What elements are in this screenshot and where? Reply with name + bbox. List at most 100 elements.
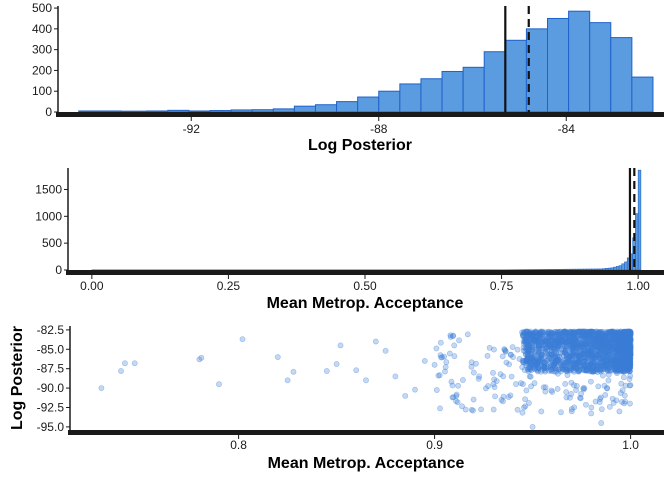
scatter-point <box>616 408 623 415</box>
scatter-point <box>569 329 576 336</box>
scatter-point <box>538 335 545 342</box>
scatter-point <box>572 361 579 368</box>
scatter-point <box>550 354 557 361</box>
scatter-point <box>564 372 571 378</box>
scatter-point <box>531 336 538 343</box>
scatter-point <box>536 345 542 352</box>
scatter-point <box>621 362 628 369</box>
scatter-point <box>545 330 552 337</box>
scatter-point <box>573 329 579 336</box>
scatter-point <box>563 394 570 401</box>
scatter-point <box>588 363 595 369</box>
scatter-point <box>609 331 616 338</box>
scatter-point <box>601 342 608 348</box>
scatter-point <box>599 333 606 340</box>
scatter-point <box>609 331 616 337</box>
scatter-point <box>627 357 633 364</box>
scatter-point <box>618 367 625 374</box>
scatter-point <box>622 328 629 335</box>
scatter-point <box>549 351 556 358</box>
scatter-point <box>574 350 581 357</box>
scatter-point <box>607 329 614 335</box>
scatter-point <box>619 338 626 345</box>
x-axis-line <box>56 112 664 117</box>
scatter-point <box>610 353 617 360</box>
scatter-point <box>625 333 632 340</box>
scatter-point <box>537 339 543 345</box>
scatter-point <box>551 344 558 351</box>
scatter-point <box>382 347 389 354</box>
scatter-point <box>548 349 555 356</box>
scatter-point <box>585 328 592 335</box>
scatter-point <box>608 328 615 335</box>
scatter-point <box>552 341 559 348</box>
scatter-point <box>612 356 619 362</box>
scatter-point <box>526 345 533 352</box>
scatter-point <box>622 342 629 348</box>
scatter-point <box>535 359 541 366</box>
scatter-point <box>529 333 536 340</box>
scatter-point <box>553 366 559 373</box>
scatter-point <box>552 340 559 346</box>
scatter-point <box>617 357 624 364</box>
scatter-point <box>622 340 629 347</box>
scatter-point <box>612 363 619 370</box>
scatter-point <box>596 329 603 336</box>
scatter-point <box>588 345 595 351</box>
scatter-point <box>566 354 573 361</box>
histogram-bar <box>572 268 576 271</box>
scatter-point <box>538 355 545 362</box>
y-tick-label: -85.0 <box>37 342 65 356</box>
scatter-point <box>554 357 560 364</box>
scatter-point <box>587 361 594 367</box>
scatter-point <box>548 330 555 336</box>
scatter-point <box>527 373 534 380</box>
scatter-point <box>588 338 594 344</box>
scatter-point <box>585 347 592 354</box>
scatter-point <box>539 361 545 368</box>
scatter-point <box>538 349 545 356</box>
scatter-point <box>582 334 589 341</box>
scatter-point <box>587 341 594 348</box>
scatter-point <box>589 363 595 369</box>
scatter-point <box>585 330 592 336</box>
scatter-point <box>612 348 619 355</box>
scatter-point <box>611 328 618 335</box>
scatter-point <box>573 335 580 342</box>
scatter-point <box>548 329 555 336</box>
scatter-point <box>530 336 536 343</box>
scatter-point <box>539 329 546 336</box>
histogram-bar <box>610 37 633 113</box>
scatter-point <box>553 331 559 338</box>
scatter-point <box>528 383 534 390</box>
scatter-point <box>548 387 555 394</box>
scatter-point <box>613 353 619 360</box>
histogram-bar <box>615 266 620 271</box>
scatter-point <box>613 331 620 338</box>
scatter-point <box>549 339 555 345</box>
scatter-point <box>524 366 531 373</box>
scatter-point <box>545 332 552 339</box>
scatter-point <box>584 367 591 374</box>
scatter-point <box>622 330 629 336</box>
scatter-point <box>569 356 575 363</box>
scatter-point <box>573 353 580 360</box>
scatter-point <box>524 351 531 358</box>
scatter-point <box>587 361 594 368</box>
scatter-point <box>624 346 631 352</box>
scatter-point <box>567 339 574 346</box>
scatter-point <box>608 364 615 370</box>
histogram-bar <box>613 266 617 271</box>
scatter-point <box>605 377 612 384</box>
scatter-point <box>559 336 565 343</box>
scatter-point <box>523 358 530 365</box>
scatter-point <box>565 365 572 372</box>
scatter-point <box>600 341 607 348</box>
scatter-point <box>617 328 624 335</box>
scatter-point <box>588 347 595 354</box>
x-tick-label: 0.50 <box>353 279 377 293</box>
scatter-point <box>198 354 205 361</box>
scatter-point <box>589 340 596 347</box>
scatter-point <box>621 331 628 338</box>
scatter-point <box>575 359 581 366</box>
